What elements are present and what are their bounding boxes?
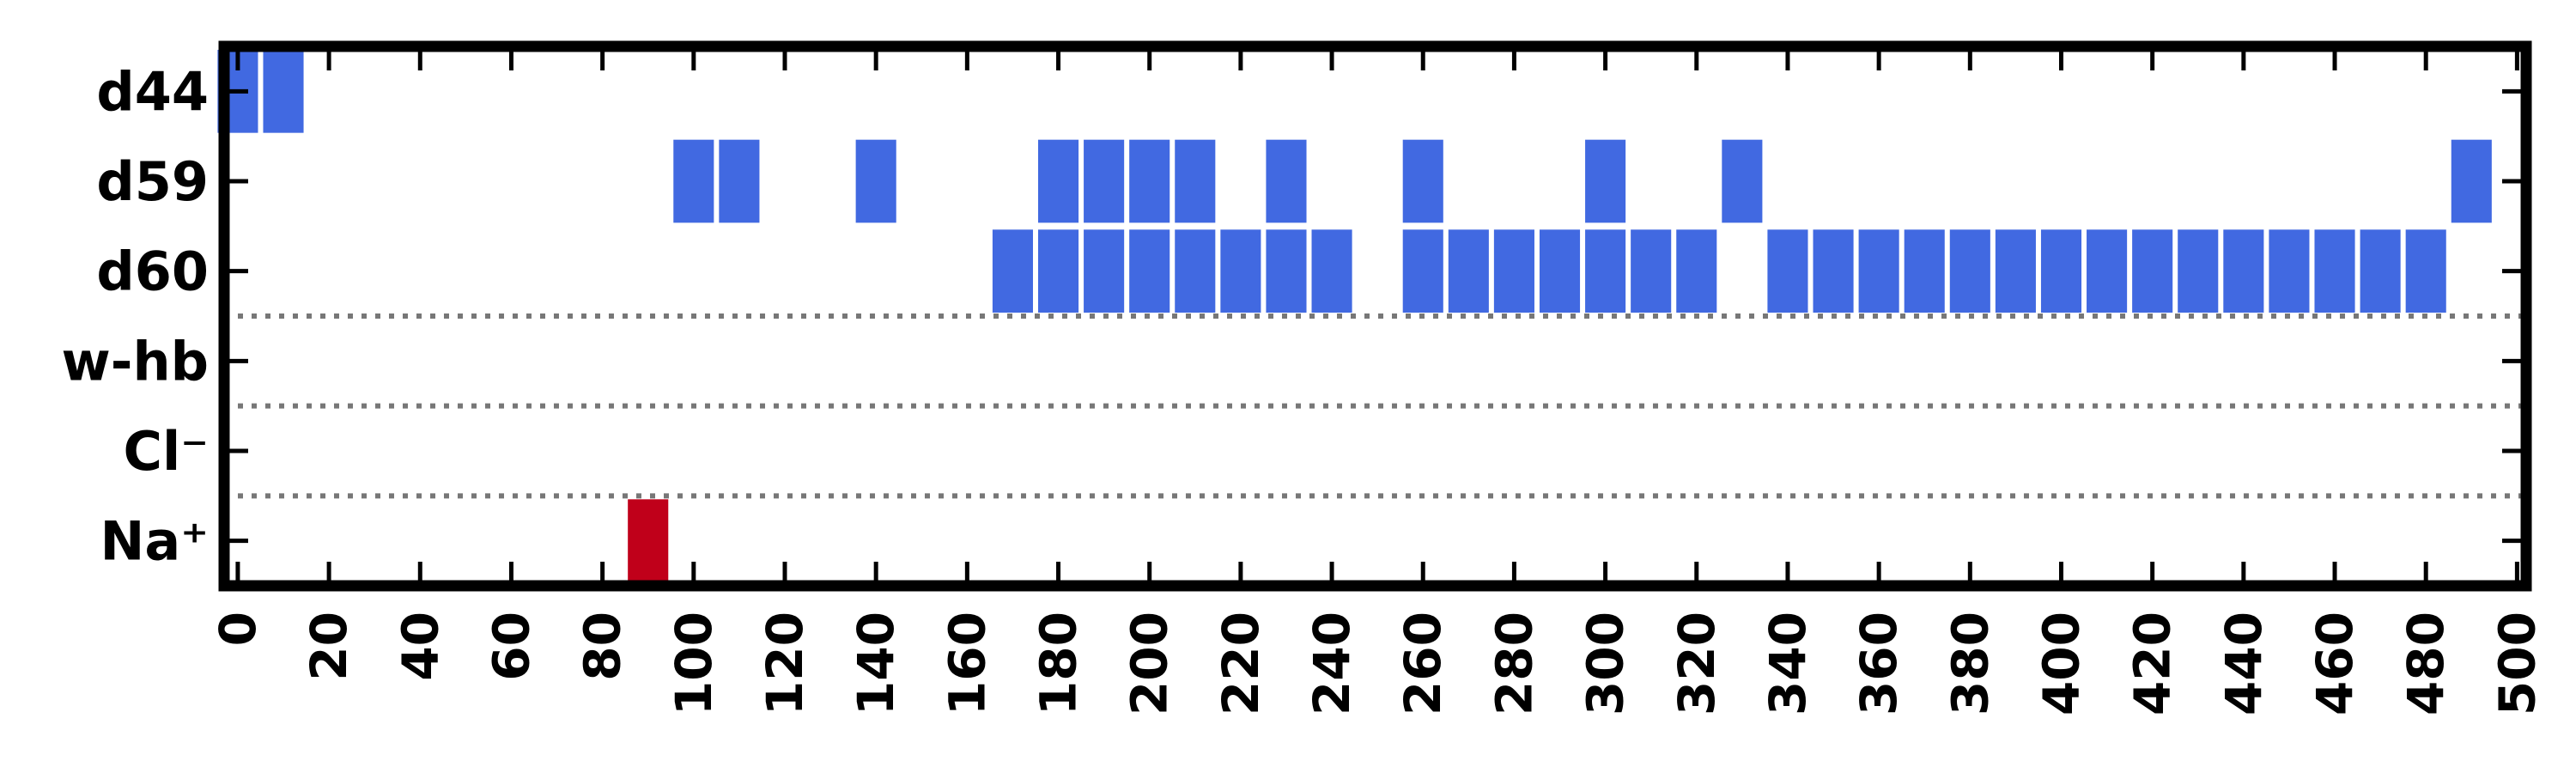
x-tick-label: 380 <box>1941 612 1999 715</box>
cell-d60-170 <box>992 229 1033 313</box>
x-tick-label: 180 <box>1030 612 1088 715</box>
cell-d59-210 <box>1175 139 1216 223</box>
cell-d59-190 <box>1084 139 1125 223</box>
cell-d59-140 <box>855 139 896 223</box>
cell-d60-480 <box>2405 229 2446 313</box>
cell-d60-260 <box>1402 229 1443 313</box>
cell-d59-330 <box>1722 139 1763 223</box>
cell-d60-320 <box>1676 229 1717 313</box>
x-tick-label: 220 <box>1212 612 1270 715</box>
cell-d60-420 <box>2132 229 2173 313</box>
cell-d60-400 <box>2040 229 2082 313</box>
x-tick-label: 40 <box>391 612 449 681</box>
x-tick-label: 120 <box>756 612 814 715</box>
x-tick-label: 160 <box>938 612 996 715</box>
x-tick-label: 100 <box>665 612 723 715</box>
cell-d60-220 <box>1220 229 1261 313</box>
x-tick-label: 60 <box>482 612 540 681</box>
cell-d60-360 <box>1858 229 1899 313</box>
x-tick-label: 500 <box>2488 612 2546 715</box>
cell-d60-280 <box>1493 229 1534 313</box>
cell-d60-450 <box>2269 229 2310 313</box>
x-tick-label: 240 <box>1303 612 1361 715</box>
x-tick-label: 360 <box>1850 612 1908 715</box>
cell-d44-10 <box>263 50 304 133</box>
cell-d59-100 <box>673 139 714 223</box>
cell-d60-310 <box>1631 229 1672 313</box>
x-tick-label: 400 <box>2032 612 2090 715</box>
x-tick-label: 20 <box>300 612 358 681</box>
cell-d60-240 <box>1311 229 1352 313</box>
cell-d60-230 <box>1266 229 1307 313</box>
x-tick-label: 140 <box>847 612 905 715</box>
cell-d60-210 <box>1175 229 1216 313</box>
cell-d60-470 <box>2360 229 2401 313</box>
cell-d60-350 <box>1813 229 1854 313</box>
x-tick-label: 280 <box>1485 612 1543 715</box>
x-tick-label: 300 <box>1577 612 1635 715</box>
cell-d59-180 <box>1037 139 1079 223</box>
cell-d60-200 <box>1129 229 1170 313</box>
x-tick-label: 320 <box>1668 612 1726 715</box>
x-tick-label: 420 <box>2123 612 2182 715</box>
cell-d60-460 <box>2314 229 2355 313</box>
cell-d60-270 <box>1448 229 1489 313</box>
x-tick-label: 460 <box>2306 612 2364 715</box>
cell-d60-410 <box>2087 229 2128 313</box>
cell-d59-490 <box>2451 139 2492 223</box>
x-tick-label: 80 <box>574 612 632 681</box>
cell-d60-430 <box>2178 229 2219 313</box>
y-tick-label: w-hb <box>61 330 209 393</box>
y-tick-label: Cl⁻ <box>124 420 209 483</box>
cell-d60-340 <box>1767 229 1808 313</box>
y-tick-label: Na⁺ <box>100 510 209 573</box>
cell-Na-90 <box>628 499 669 582</box>
cell-d60-440 <box>2223 229 2264 313</box>
cell-d59-260 <box>1402 139 1443 223</box>
cell-d60-390 <box>1995 229 2036 313</box>
cell-d60-380 <box>1949 229 1990 313</box>
y-tick-label: d59 <box>96 150 209 213</box>
y-tick-label: d60 <box>96 240 209 303</box>
plot-area: 0 20 40 60 80 100 120 140 160 180 200 220 240 260 280 3… <box>61 40 2546 715</box>
cell-d59-110 <box>719 139 760 223</box>
x-tick-label: 440 <box>2215 612 2273 715</box>
cell-d60-290 <box>1539 229 1581 313</box>
x-tick-label: 260 <box>1394 612 1452 715</box>
x-tick-label: 200 <box>1121 612 1179 715</box>
cell-d60-370 <box>1904 229 1945 313</box>
plot-frame <box>218 40 2532 592</box>
x-tick-label: 340 <box>1759 612 1817 715</box>
cell-d60-300 <box>1585 229 1626 313</box>
cell-d60-180 <box>1037 229 1079 313</box>
y-tick-label: d44 <box>96 60 209 123</box>
cell-d59-300 <box>1585 139 1626 223</box>
x-tick-label: 0 <box>209 612 267 646</box>
cell-d59-230 <box>1266 139 1307 223</box>
cell-d60-190 <box>1084 229 1125 313</box>
x-tick-label: 480 <box>2397 612 2455 715</box>
cell-d59-200 <box>1129 139 1170 223</box>
